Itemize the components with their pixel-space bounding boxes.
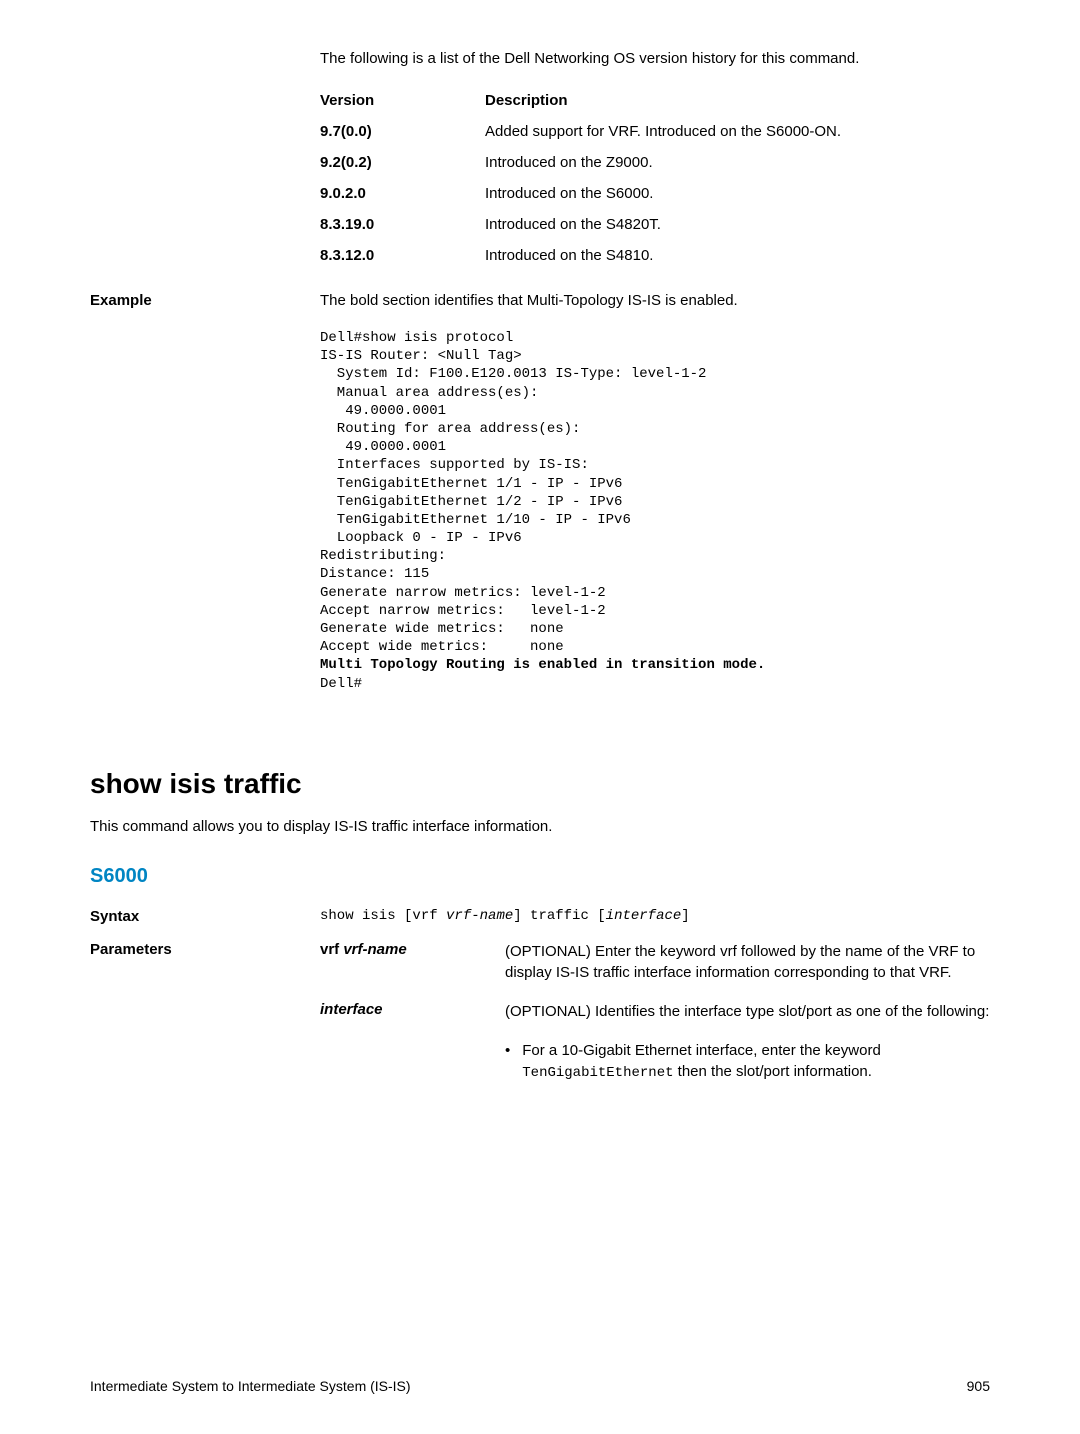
description-cell: Added support for VRF. Introduced on the…	[485, 123, 990, 140]
param-desc: (OPTIONAL) Enter the keyword vrf followe…	[505, 941, 990, 983]
description-header: Description	[485, 92, 990, 109]
syntax-vrf: vrf-name	[446, 908, 513, 924]
footer-right: 905	[967, 1378, 990, 1394]
bullet-code: TenGigabitEthernet	[522, 1065, 673, 1081]
description-cell: Introduced on the S4820T.	[485, 216, 990, 233]
param-row: interface (OPTIONAL) Identifies the inte…	[90, 1001, 990, 1022]
bullet-text: For a 10-Gigabit Ethernet interface, ent…	[522, 1040, 990, 1084]
example-section: Example The bold section identifies that…	[90, 292, 990, 309]
syntax-row: Syntax show isis [vrf vrf-name] traffic …	[90, 908, 990, 925]
version-row: 8.3.19.0 Introduced on the S4820T.	[320, 216, 990, 233]
param-prefix: vrf	[320, 941, 343, 958]
bullet-post: then the slot/port information.	[674, 1063, 872, 1080]
version-cell: 8.3.19.0	[320, 216, 485, 233]
param-desc: (OPTIONAL) Identifies the interface type…	[505, 1001, 990, 1022]
syntax-pre: show isis [vrf	[320, 908, 446, 924]
description-cell: Introduced on the S6000.	[485, 185, 990, 202]
syntax-post: ]	[681, 908, 689, 924]
footer-left: Intermediate System to Intermediate Syst…	[90, 1378, 411, 1394]
syntax-label: Syntax	[90, 908, 320, 925]
version-header: Version	[320, 92, 485, 109]
code-bold: Multi Topology Routing is enabled in tra…	[320, 657, 765, 673]
syntax-mid: ] traffic [	[513, 908, 605, 924]
code-plain: Dell#show isis protocol IS-IS Router: <N…	[320, 330, 706, 655]
description-cell: Introduced on the S4810.	[485, 247, 990, 264]
example-label: Example	[90, 292, 320, 309]
syntax-content: show isis [vrf vrf-name] traffic [interf…	[320, 908, 690, 925]
intro-text: The following is a list of the Dell Netw…	[320, 50, 990, 67]
version-row: 9.7(0.0) Added support for VRF. Introduc…	[320, 123, 990, 140]
param-italic: vrf-name	[343, 941, 406, 958]
version-header-row: Version Description	[320, 92, 990, 109]
version-row: 9.2(0.2) Introduced on the Z9000.	[320, 154, 990, 171]
version-cell: 9.2(0.2)	[320, 154, 485, 171]
version-row: 8.3.12.0 Introduced on the S4810.	[320, 247, 990, 264]
bullet-item: • For a 10-Gigabit Ethernet interface, e…	[505, 1040, 990, 1084]
section-title: show isis traffic	[90, 768, 990, 800]
syntax-iface: interface	[606, 908, 682, 924]
param-name: interface	[320, 1001, 505, 1018]
param-row: Parameters vrf vrf-name (OPTIONAL) Enter…	[90, 941, 990, 983]
param-italic: interface	[320, 1001, 383, 1018]
footer: Intermediate System to Intermediate Syst…	[90, 1378, 990, 1394]
version-row: 9.0.2.0 Introduced on the S6000.	[320, 185, 990, 202]
version-cell: 9.0.2.0	[320, 185, 485, 202]
bullet-pre: For a 10-Gigabit Ethernet interface, ent…	[522, 1042, 881, 1059]
version-cell: 8.3.12.0	[320, 247, 485, 264]
bullet-dot: •	[505, 1040, 510, 1084]
code-after: Dell#	[320, 676, 362, 692]
param-name: vrf vrf-name	[320, 941, 505, 958]
s6000-title: S6000	[90, 865, 990, 888]
version-table: Version Description 9.7(0.0) Added suppo…	[320, 92, 990, 264]
code-block: Dell#show isis protocol IS-IS Router: <N…	[320, 329, 990, 693]
example-text: The bold section identifies that Multi-T…	[320, 292, 990, 309]
parameters-label: Parameters	[90, 941, 320, 958]
description-cell: Introduced on the Z9000.	[485, 154, 990, 171]
version-cell: 9.7(0.0)	[320, 123, 485, 140]
section-desc: This command allows you to display IS-IS…	[90, 818, 990, 835]
